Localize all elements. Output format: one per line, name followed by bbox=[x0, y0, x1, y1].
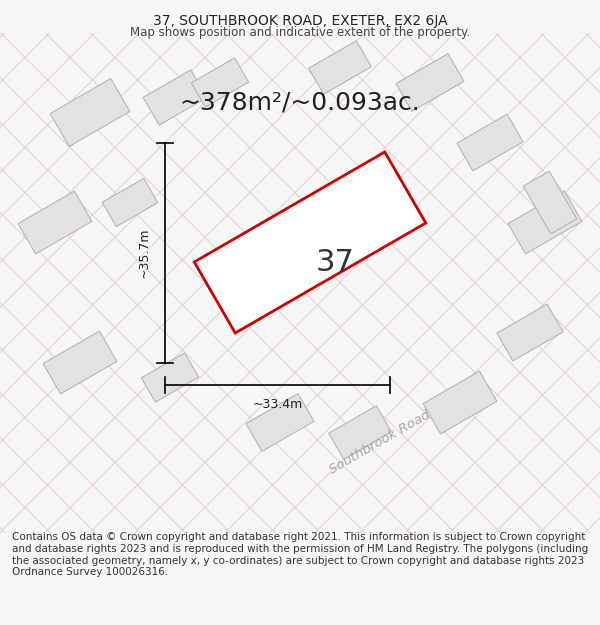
Polygon shape bbox=[142, 353, 199, 402]
Text: Contains OS data © Crown copyright and database right 2021. This information is : Contains OS data © Crown copyright and d… bbox=[12, 532, 588, 578]
Polygon shape bbox=[50, 79, 130, 146]
Text: 37, SOUTHBROOK ROAD, EXETER, EX2 6JA: 37, SOUTHBROOK ROAD, EXETER, EX2 6JA bbox=[152, 14, 448, 28]
Polygon shape bbox=[43, 331, 117, 394]
Polygon shape bbox=[308, 41, 371, 94]
Polygon shape bbox=[102, 178, 158, 227]
Text: Map shows position and indicative extent of the property.: Map shows position and indicative extent… bbox=[130, 26, 470, 39]
Polygon shape bbox=[523, 171, 577, 234]
Polygon shape bbox=[396, 54, 464, 111]
Text: Southbrook Road: Southbrook Road bbox=[327, 408, 433, 477]
Polygon shape bbox=[246, 394, 314, 451]
Text: ~33.4m: ~33.4m bbox=[253, 399, 302, 411]
Polygon shape bbox=[143, 70, 207, 125]
Polygon shape bbox=[18, 191, 92, 254]
Text: ~378m²/~0.093ac.: ~378m²/~0.093ac. bbox=[179, 91, 421, 114]
Polygon shape bbox=[191, 58, 248, 107]
Text: 37: 37 bbox=[316, 248, 355, 277]
Polygon shape bbox=[497, 304, 563, 361]
Polygon shape bbox=[457, 114, 523, 171]
Text: ~35.7m: ~35.7m bbox=[138, 228, 151, 278]
Polygon shape bbox=[329, 406, 391, 459]
Polygon shape bbox=[194, 152, 426, 333]
Polygon shape bbox=[508, 191, 582, 254]
Polygon shape bbox=[423, 371, 497, 434]
